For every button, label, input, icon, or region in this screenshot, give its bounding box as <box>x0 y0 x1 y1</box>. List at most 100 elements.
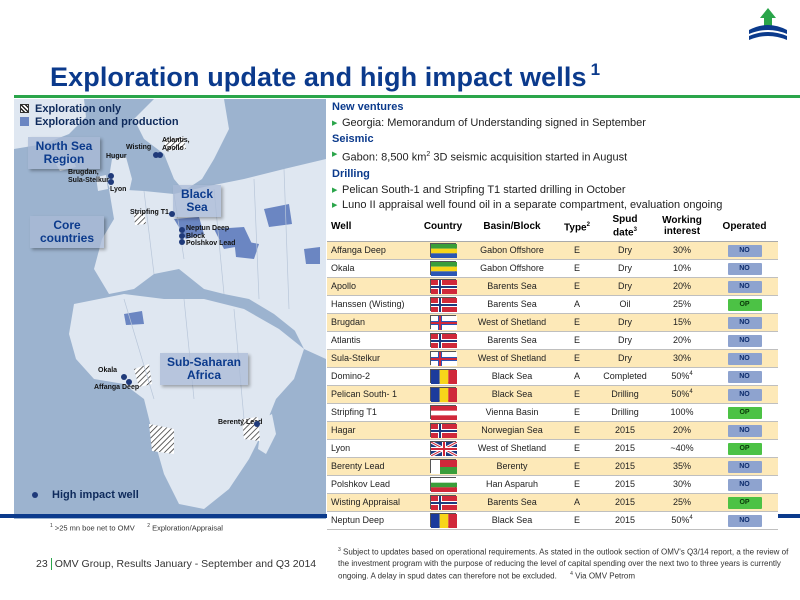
cell-basin: Gabon Offshore <box>467 259 557 278</box>
operated-badge: NO <box>727 262 762 275</box>
col-header-operated: Operated <box>711 212 778 242</box>
cell-operated: NO <box>711 313 778 332</box>
cell-type: E <box>557 331 597 350</box>
cell-spud-date: Oil <box>597 295 653 314</box>
well-label-affanga: Affanga Deep <box>94 384 140 391</box>
cell-country <box>419 313 467 332</box>
cell-operated: NO <box>711 367 778 386</box>
cell-well: Apollo <box>327 277 419 296</box>
cell-spud-date: Drilling <box>597 403 653 422</box>
cell-country <box>419 439 467 458</box>
footer-text: OMV Group, Results January - September a… <box>54 558 317 570</box>
well-label-lyon: Lyon <box>110 186 127 193</box>
region-north-sea: North Sea Region <box>28 137 100 169</box>
faroe-flag-icon <box>430 315 457 330</box>
cell-well: Wisting Appraisal <box>327 493 419 512</box>
romania-flag-icon <box>430 513 457 528</box>
omv-logo-icon <box>749 8 787 40</box>
title-divider <box>14 95 800 98</box>
well-marker <box>157 152 163 158</box>
cell-spud-date: Dry <box>597 349 653 368</box>
bullet-item: Pelican South-1 and Stripfing T1 started… <box>332 183 800 199</box>
table-row: Brugdan West of Shetland E Dry 15% NO <box>327 313 778 332</box>
cell-spud-date: Dry <box>597 331 653 350</box>
cell-country <box>419 295 467 314</box>
cell-spud-date: 2015 <box>597 457 653 476</box>
cell-type: E <box>557 511 597 530</box>
operated-badge: NO <box>727 370 762 383</box>
cell-well: Hanssen (Wisting) <box>327 295 419 314</box>
operated-badge: NO <box>727 514 762 527</box>
cell-spud-date: Dry <box>597 241 653 260</box>
table-row: Polshkov Lead Han Asparuh E 2015 30% NO <box>327 475 778 494</box>
cell-basin: Gabon Offshore <box>467 241 557 260</box>
cell-type: E <box>557 277 597 296</box>
cell-type: E <box>557 385 597 404</box>
cell-spud-date: Drilling <box>597 385 653 404</box>
wells-table: Well Country Basin/Block Type2 Spud date3… <box>327 212 778 530</box>
table-row: Stripfing T1 Vienna Basin E Drilling 100% OP <box>327 403 778 422</box>
cell-operated: NO <box>711 475 778 494</box>
cell-spud-date: 2015 <box>597 475 653 494</box>
cell-type: E <box>557 349 597 368</box>
region-core-countries: Core countries <box>30 216 104 248</box>
cell-spud-date: 2015 <box>597 511 653 530</box>
cell-working-interest: 30% <box>653 349 711 368</box>
cell-working-interest: 50%4 <box>653 385 711 404</box>
high-impact-legend: High impact well <box>32 489 139 501</box>
cell-country <box>419 277 467 296</box>
well-marker <box>108 179 114 185</box>
cell-type: A <box>557 367 597 386</box>
cell-spud-date: 2015 <box>597 493 653 512</box>
bulgaria-flag-icon <box>430 477 457 492</box>
well-marker <box>108 173 114 179</box>
operated-badge: NO <box>727 424 762 437</box>
section-drilling: Drilling <box>332 167 370 180</box>
table-row: Wisting Appraisal Barents Sea A 2015 25% OP <box>327 493 778 512</box>
well-label-okala: Okala <box>98 367 118 374</box>
cell-type: E <box>557 475 597 494</box>
bullet-item: Georgia: Memorandum of Understanding sig… <box>332 116 800 132</box>
well-marker <box>169 211 175 217</box>
exploration-map: Exploration only Exploration and product… <box>14 99 326 519</box>
footer-separator <box>50 558 52 571</box>
cell-basin: Berenty <box>467 457 557 476</box>
section-new-ventures: New ventures <box>332 101 404 113</box>
cell-spud-date: 2015 <box>597 421 653 440</box>
operated-badge: NO <box>727 316 762 329</box>
cell-type: E <box>557 241 597 260</box>
cell-country <box>419 457 467 476</box>
cell-working-interest: 15% <box>653 313 711 332</box>
well-label-wisting: Wisting <box>126 144 152 151</box>
cell-well: Hagar <box>327 421 419 440</box>
operated-badge: OP <box>727 406 762 419</box>
cell-country <box>419 403 467 422</box>
cell-operated: OP <box>711 439 778 458</box>
region-sub-saharan-africa: Sub-Saharan Africa <box>160 353 248 385</box>
cell-type: E <box>557 403 597 422</box>
cell-country <box>419 493 467 512</box>
well-label-atlantis-apollo: Atlantis, Apollo <box>162 137 190 152</box>
cell-well: Polshkov Lead <box>327 475 419 494</box>
cell-operated: NO <box>711 349 778 368</box>
bullet-item: Luno II appraisal well found oil in a se… <box>332 198 800 214</box>
cell-working-interest: 35% <box>653 457 711 476</box>
cell-operated: NO <box>711 385 778 404</box>
cell-well: Neptun Deep <box>327 511 419 530</box>
page-footer: 23 OMV Group, Results January - September… <box>36 558 317 571</box>
legend-exploration-production: Exploration and production <box>35 115 179 128</box>
cell-working-interest: 10% <box>653 259 711 278</box>
col-header-working-interest: Working interest <box>653 212 711 242</box>
cell-well: Domino-2 <box>327 367 419 386</box>
cell-spud-date: Completed <box>597 367 653 386</box>
gabon-flag-icon <box>430 243 457 258</box>
update-bullets: New ventures Georgia: Memorandum of Unde… <box>332 100 800 214</box>
cell-country <box>419 367 467 386</box>
cell-basin: West of Shetland <box>467 439 557 458</box>
cell-country <box>419 259 467 278</box>
col-header-basin: Basin/Block <box>467 212 557 242</box>
cell-working-interest: 100% <box>653 403 711 422</box>
cell-operated: NO <box>711 511 778 530</box>
footnote-left: 1 >25 mn boe net to OMV 2 Exploration/Ap… <box>50 523 223 533</box>
cell-basin: West of Shetland <box>467 313 557 332</box>
